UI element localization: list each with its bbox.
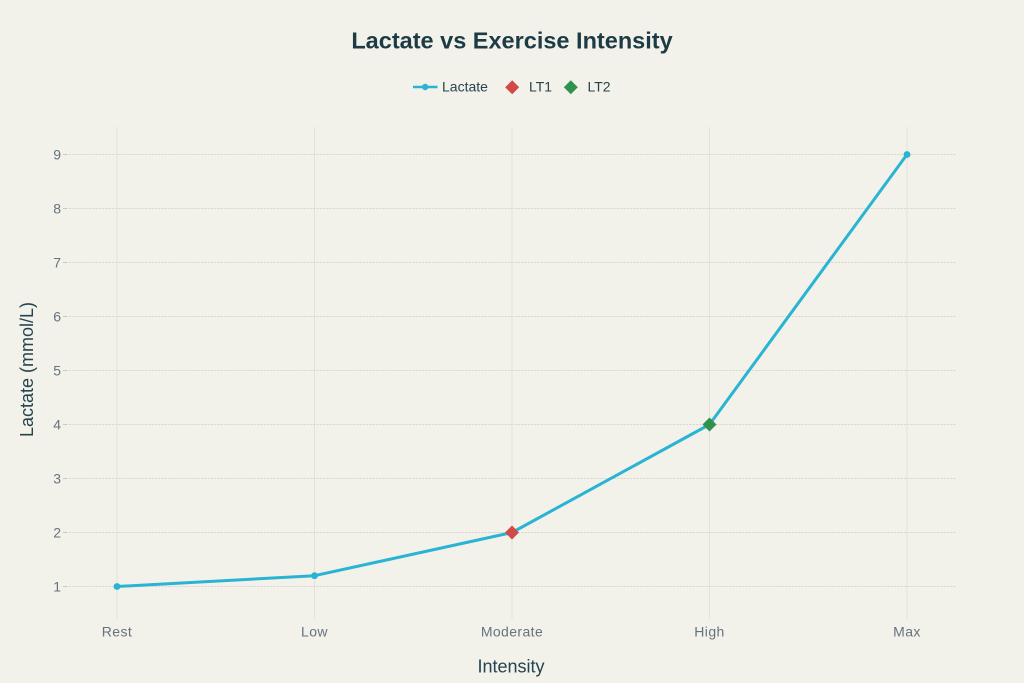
svg-text:Lactate vs Exercise Intensity: Lactate vs Exercise Intensity: [351, 28, 672, 54]
svg-text:5: 5: [53, 363, 61, 379]
svg-text:6: 6: [53, 309, 61, 325]
svg-text:Intensity: Intensity: [477, 657, 544, 677]
svg-text:Low: Low: [301, 624, 328, 640]
svg-text:Rest: Rest: [102, 624, 132, 640]
svg-text:1: 1: [53, 579, 61, 595]
svg-text:LT1: LT1: [529, 79, 552, 95]
svg-text:7: 7: [53, 255, 61, 271]
svg-text:Max: Max: [893, 624, 921, 640]
svg-text:LT2: LT2: [588, 79, 611, 95]
svg-text:Lactate (mmol/L): Lactate (mmol/L): [17, 302, 37, 437]
svg-text:High: High: [694, 624, 724, 640]
svg-text:2: 2: [53, 525, 61, 541]
svg-text:3: 3: [53, 471, 61, 487]
svg-text:9: 9: [53, 147, 61, 163]
svg-text:Lactate: Lactate: [442, 79, 488, 95]
svg-text:Moderate: Moderate: [481, 624, 543, 640]
svg-text:4: 4: [53, 417, 61, 433]
svg-text:8: 8: [53, 201, 61, 217]
